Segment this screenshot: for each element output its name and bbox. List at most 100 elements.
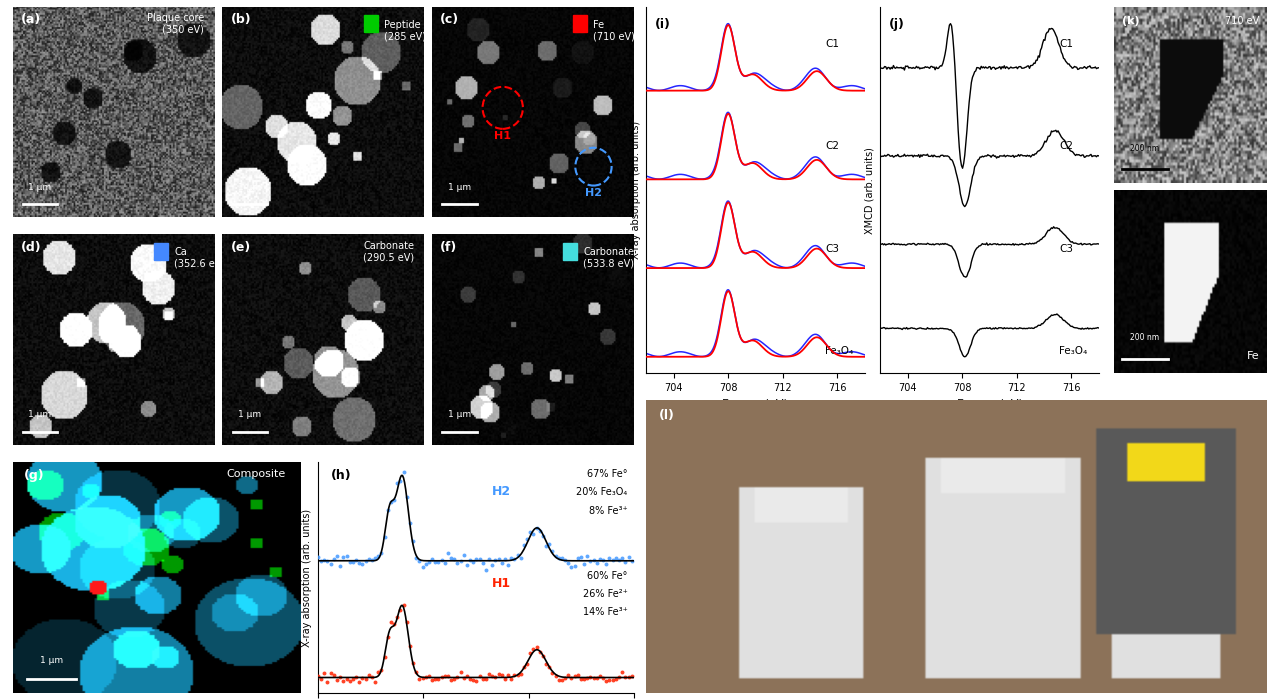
- Point: [599, 552, 620, 564]
- Point: [483, 559, 503, 570]
- Text: (c): (c): [440, 13, 460, 27]
- Bar: [154, 243, 168, 260]
- Point: [390, 475, 411, 486]
- Point: [320, 558, 340, 569]
- Point: [577, 551, 598, 562]
- Point: [470, 554, 490, 565]
- Point: [367, 550, 388, 561]
- Point: [358, 669, 379, 680]
- Point: [314, 668, 334, 679]
- Point: [453, 549, 474, 560]
- Point: [517, 659, 538, 670]
- Point: [567, 553, 588, 564]
- Point: [489, 668, 509, 679]
- Point: [526, 641, 547, 652]
- Point: [590, 553, 611, 564]
- Point: [410, 555, 430, 566]
- Point: [511, 552, 531, 564]
- Point: [384, 618, 404, 629]
- Point: [326, 550, 347, 561]
- Text: H1: H1: [494, 131, 511, 141]
- Point: [397, 616, 417, 627]
- Text: (l): (l): [659, 409, 675, 421]
- Point: [556, 673, 576, 684]
- Text: 1 μm: 1 μm: [40, 656, 63, 665]
- Point: [466, 554, 486, 565]
- Point: [403, 536, 424, 547]
- Point: [476, 564, 497, 575]
- Point: [346, 672, 366, 683]
- Point: [451, 556, 471, 567]
- Text: Plaque core
(350 eV): Plaque core (350 eV): [147, 13, 205, 35]
- Y-axis label: XMCD (arb. units): XMCD (arb. units): [865, 147, 874, 234]
- Point: [593, 554, 613, 566]
- Text: (j): (j): [890, 18, 905, 31]
- Text: H1: H1: [492, 578, 511, 591]
- Text: Peptide
(285 eV): Peptide (285 eV): [384, 20, 426, 41]
- Text: (h): (h): [330, 469, 351, 482]
- Point: [457, 559, 477, 570]
- Point: [412, 561, 433, 573]
- Point: [434, 557, 454, 568]
- Point: [609, 672, 630, 683]
- Point: [311, 673, 332, 685]
- Point: [431, 671, 452, 682]
- Point: [556, 554, 576, 566]
- Point: [444, 673, 465, 685]
- Point: [612, 552, 632, 564]
- Point: [333, 552, 353, 563]
- Point: [511, 668, 531, 680]
- Text: 26% Fe²⁺: 26% Fe²⁺: [582, 589, 627, 599]
- Point: [428, 556, 448, 568]
- Point: [599, 675, 620, 686]
- Text: Fe₃O₄: Fe₃O₄: [826, 346, 854, 356]
- Point: [543, 546, 563, 557]
- Text: (f): (f): [440, 241, 457, 254]
- Point: [571, 673, 591, 685]
- Point: [545, 671, 566, 682]
- Point: [596, 676, 617, 687]
- Point: [444, 553, 465, 564]
- Point: [349, 557, 370, 568]
- Y-axis label: X-ray absorption (arb. units): X-ray absorption (arb. units): [631, 121, 641, 259]
- X-axis label: Energy (eV): Energy (eV): [956, 399, 1023, 409]
- Point: [549, 674, 570, 685]
- Point: [479, 554, 499, 565]
- Text: (a): (a): [20, 13, 41, 27]
- Point: [393, 467, 413, 478]
- Point: [577, 672, 598, 683]
- Point: [492, 557, 512, 568]
- Point: [419, 671, 439, 682]
- Point: [314, 554, 334, 566]
- Point: [593, 673, 613, 684]
- Point: [530, 525, 550, 536]
- Point: [380, 496, 401, 507]
- Point: [470, 671, 490, 682]
- Point: [337, 551, 357, 562]
- Text: Fe₃O₄: Fe₃O₄: [1060, 346, 1088, 356]
- Point: [339, 676, 360, 687]
- Point: [618, 671, 639, 682]
- Point: [573, 558, 594, 569]
- Point: [466, 676, 486, 687]
- Point: [558, 669, 579, 680]
- Point: [485, 671, 506, 682]
- Point: [492, 670, 512, 681]
- Point: [399, 640, 420, 651]
- Text: (b): (b): [230, 13, 251, 27]
- Point: [552, 553, 572, 564]
- Point: [317, 676, 338, 687]
- Text: C1: C1: [1060, 38, 1074, 48]
- Point: [410, 673, 430, 685]
- Point: [571, 552, 591, 563]
- Point: [532, 530, 553, 541]
- Point: [324, 670, 344, 681]
- Point: [346, 554, 366, 565]
- Text: Ca
(352.6 eV): Ca (352.6 eV): [174, 247, 225, 269]
- Point: [609, 554, 630, 566]
- Text: (i): (i): [655, 18, 671, 31]
- Point: [356, 556, 376, 567]
- Point: [590, 670, 611, 681]
- Point: [498, 559, 518, 570]
- Point: [543, 668, 563, 679]
